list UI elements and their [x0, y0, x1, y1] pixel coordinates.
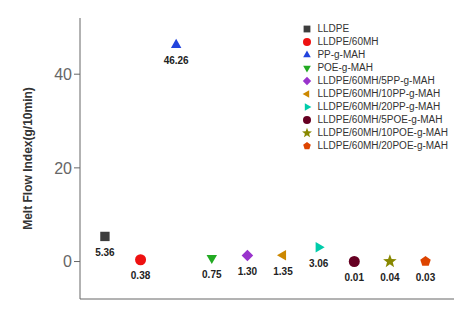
svg-text:0.01: 0.01 [345, 272, 365, 283]
svg-text:0.38: 0.38 [131, 270, 151, 281]
html-text:POE-g-MAH: POE-g-MAH [317, 62, 373, 73]
svg-text:0.04: 0.04 [380, 272, 400, 283]
svg-text:Melt Flow Index(g/10min): Melt Flow Index(g/10min) [21, 87, 35, 230]
svg-text:3.06: 3.06 [309, 258, 329, 269]
html-text:LLDPE: LLDPE [317, 23, 350, 34]
svg-text:20: 20 [54, 160, 72, 177]
html-text:LLDPE/60MH/20POE-g-MAH: LLDPE/60MH/20POE-g-MAH [317, 140, 448, 151]
html-text:LLDPE/60MH/5POE-g-MAH: LLDPE/60MH/5POE-g-MAH [317, 114, 443, 125]
html-text:LLDPE/60MH/20PP-g-MAH: LLDPE/60MH/20PP-g-MAH [317, 101, 441, 112]
svg-text:46.26: 46.26 [164, 55, 189, 66]
html-text:LLDPE/60MH/10PP-g-MAH: LLDPE/60MH/10PP-g-MAH [317, 88, 441, 99]
html-text:PP-g-MAH: PP-g-MAH [317, 49, 366, 60]
svg-text:40: 40 [54, 66, 72, 83]
html-text:LLDPE/60MH/10POE-g-MAH: LLDPE/60MH/10POE-g-MAH [317, 127, 448, 138]
svg-text:0: 0 [63, 253, 72, 270]
svg-text:0.03: 0.03 [416, 272, 436, 283]
svg-text:0.75: 0.75 [202, 269, 222, 280]
svg-text:1.35: 1.35 [273, 266, 293, 277]
html-text:LLDPE/60MH: LLDPE/60MH [317, 36, 379, 47]
svg-text:1.30: 1.30 [238, 266, 258, 277]
svg-text:5.36: 5.36 [95, 247, 115, 258]
html-text:LLDPE/60MH/5PP-g-MAH: LLDPE/60MH/5PP-g-MAH [317, 75, 435, 86]
